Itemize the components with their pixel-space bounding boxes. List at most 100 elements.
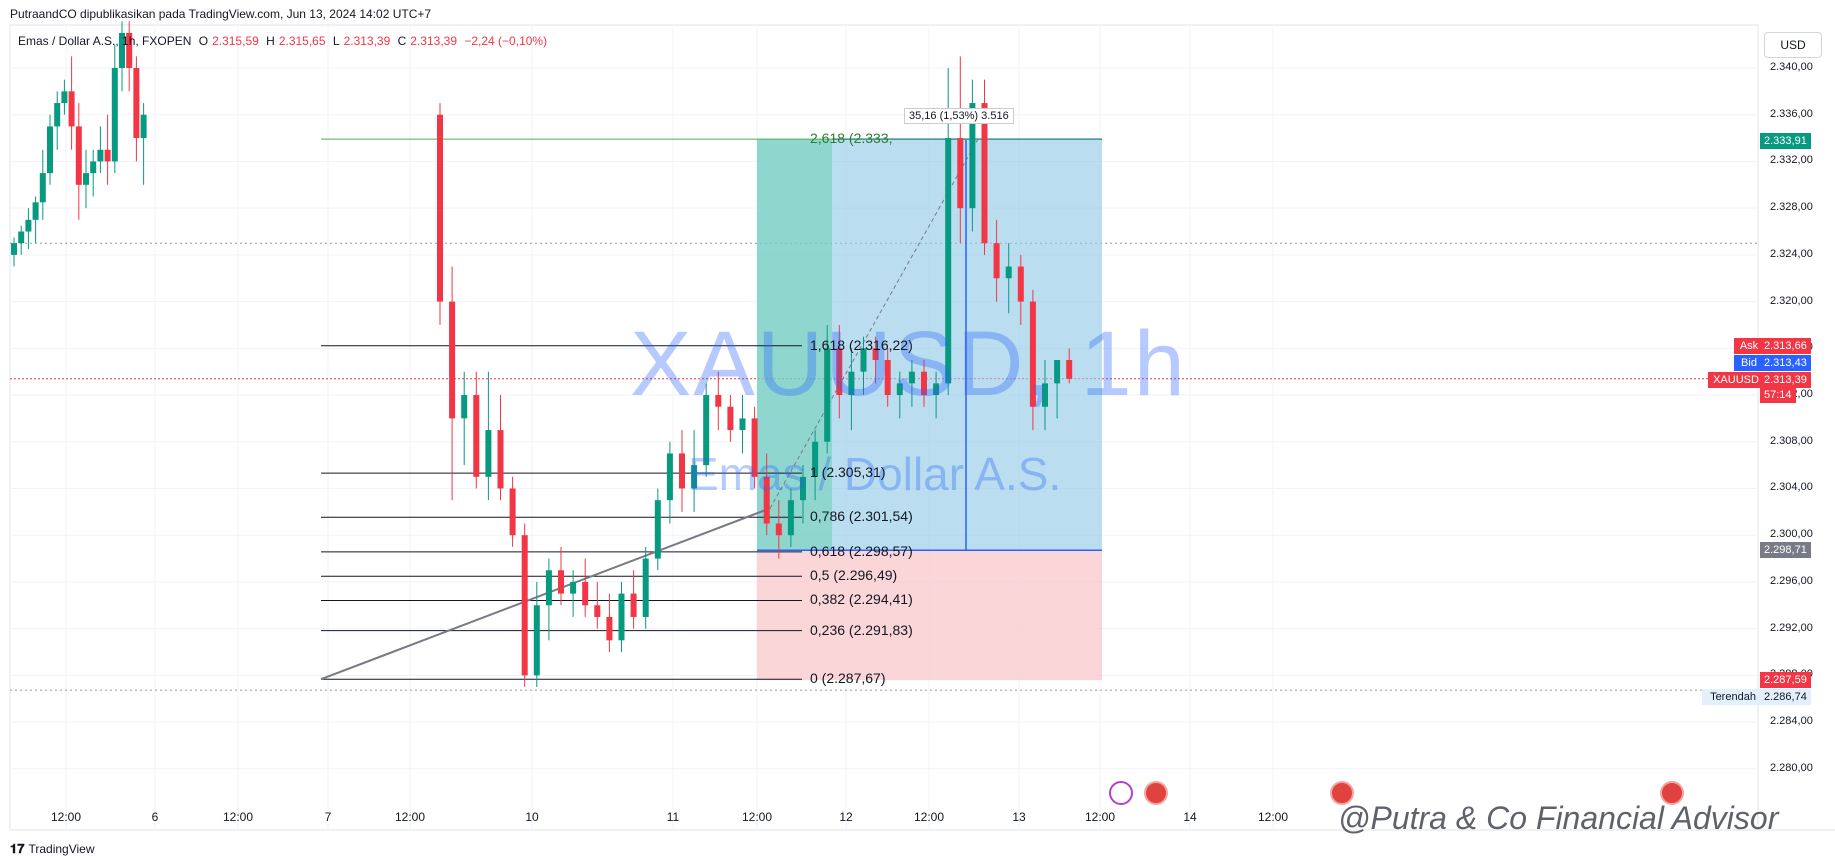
candle-body — [582, 581, 589, 606]
ask-price-tag: 2.313,66 — [1760, 338, 1811, 354]
low-label: L — [332, 34, 340, 48]
fib-level-label: 0,382 (2.294,41) — [810, 591, 913, 608]
candle-body — [111, 68, 118, 162]
trend-line — [320, 507, 771, 681]
fib-level-label: 1 (2.305,31) — [810, 464, 886, 481]
price-tick-label: 2.328,00 — [1770, 201, 1813, 214]
candle-body — [533, 605, 540, 676]
candle-body — [800, 476, 806, 501]
candle-body — [751, 418, 758, 477]
candle-body — [133, 68, 140, 139]
time-tick-label: 12 — [839, 810, 853, 824]
fib-level-label: 1,618 (2.316,22) — [810, 336, 913, 353]
low-value: 2.313,39 — [343, 34, 391, 48]
time-tick-label: 12:00 — [741, 810, 773, 824]
last-price-tag: 2.313,39 — [1760, 372, 1811, 388]
tradingview-logo-icon: 𝟏𝟕 — [10, 841, 25, 856]
time-tick-label: 12:00 — [394, 810, 426, 824]
us-flag-event-icon-2[interactable] — [1330, 781, 1354, 805]
candle-body — [18, 231, 25, 244]
tradingview-footer[interactable]: 𝟏𝟕 TradingView — [10, 841, 95, 857]
time-tick-label: 12:00 — [913, 810, 945, 824]
name-watermark: Emas / Dollar A.S. — [688, 448, 1062, 500]
entry-price-tag: 2.298,71 — [1760, 542, 1811, 558]
time-tick-label: 12:00 — [222, 810, 254, 824]
candle-body — [679, 453, 685, 489]
price-tick-label: 2.324,00 — [1770, 247, 1813, 260]
candle-body — [872, 348, 879, 360]
ask-label-tag: Ask — [1734, 338, 1764, 354]
candle-body — [75, 126, 82, 185]
time-tick-label: 7 — [324, 810, 332, 824]
low-label-tag: Terendah — [1702, 689, 1764, 705]
us-flag-event-icon-3[interactable] — [1660, 781, 1684, 805]
fib-level-label: 0,5 (2.296,49) — [810, 567, 898, 584]
price-tick-label: 2.284,00 — [1770, 715, 1813, 728]
candle-body — [703, 395, 710, 466]
candle-body — [969, 103, 976, 209]
candle-body — [509, 488, 516, 536]
us-flag-event-icon[interactable] — [1144, 781, 1168, 805]
candle-body — [727, 406, 734, 431]
price-tick-label: 2.304,00 — [1770, 481, 1813, 494]
candle-body — [97, 149, 104, 162]
stop-price-tag: 2.287,59 — [1760, 672, 1811, 688]
candle-body — [787, 500, 794, 536]
symbol-description: Emas / Dollar A.S., 1h, FXOPEN — [18, 34, 192, 48]
candle-body — [739, 418, 746, 431]
time-tick-label: 14 — [1183, 810, 1197, 824]
measure-tooltip: 35,16 (1,53%) 3.516 — [904, 108, 1014, 124]
candle-body — [908, 371, 915, 384]
candle-body — [570, 581, 577, 594]
candle-body — [1066, 360, 1073, 379]
price-tick-label: 2.296,00 — [1770, 574, 1813, 587]
price-tick-label: 2.292,00 — [1770, 621, 1813, 634]
time-tick-label: 13 — [1012, 810, 1026, 824]
time-tick-label: 6 — [151, 810, 159, 824]
candle-body — [521, 535, 528, 676]
flash-event-icon[interactable] — [1109, 781, 1133, 805]
candle-body — [630, 593, 637, 617]
candle-body — [1017, 266, 1024, 302]
candle-body — [497, 430, 504, 489]
candle-body — [545, 570, 552, 606]
time-tick-label: 12:00 — [1084, 810, 1116, 824]
candle-body — [47, 126, 53, 174]
candle-body — [957, 138, 964, 209]
candle-body — [83, 173, 89, 185]
candle-body — [11, 243, 17, 255]
time-tick-label: 12:00 — [50, 810, 82, 824]
target-price-tag: 2.333,91 — [1760, 133, 1811, 149]
candle-body — [39, 173, 46, 203]
candle-body — [642, 558, 649, 617]
candle-body — [860, 348, 867, 372]
price-tick-label: 2.340,00 — [1770, 61, 1813, 73]
candle-body — [715, 395, 722, 407]
symbol-label-tag: XAUUSD — [1708, 372, 1764, 388]
candle-body — [119, 32, 125, 68]
candle-body — [933, 383, 940, 396]
candle-body — [691, 465, 698, 489]
open-value: 2.315,59 — [212, 34, 259, 48]
candle-body — [68, 91, 75, 127]
candle-body — [1054, 360, 1061, 384]
currency-button[interactable]: USD — [1764, 32, 1822, 58]
projection-line — [769, 138, 979, 509]
time-tick-label: 10 — [525, 810, 539, 824]
candle-body — [606, 616, 613, 641]
candle-body — [126, 32, 133, 68]
bid-label-tag: Bid — [1734, 355, 1764, 371]
fib-level-label: 0 (2.287,67) — [810, 670, 886, 687]
candle-body — [666, 453, 673, 501]
candle-body — [32, 202, 39, 220]
symbol-watermark: XAUUSD, 1h — [630, 313, 1187, 415]
time-tick-label: 11 — [666, 810, 680, 824]
candle-body — [618, 593, 625, 641]
candle-body — [824, 348, 831, 442]
candle-body — [437, 114, 443, 302]
low-price-tag: 2.286,74 — [1760, 689, 1811, 705]
candle-body — [848, 371, 855, 396]
candle-body — [1042, 383, 1048, 407]
candle-body — [449, 301, 456, 419]
